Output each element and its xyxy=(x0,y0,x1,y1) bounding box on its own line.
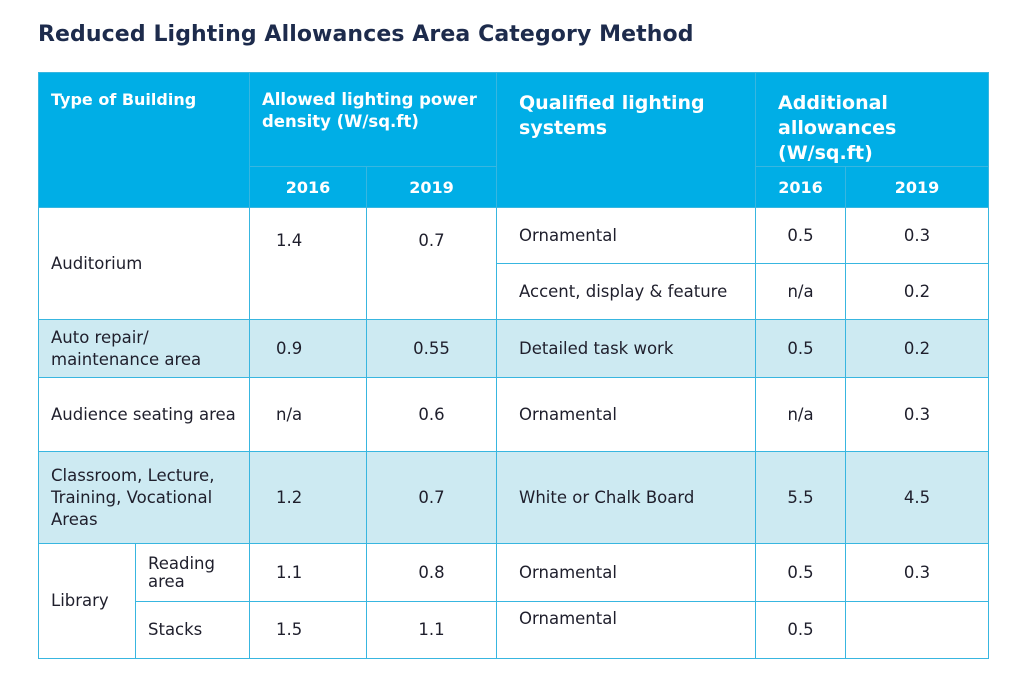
table-row: Auditorium 1.4 0.7 Ornamental 0.5 0.3 xyxy=(39,208,989,264)
system-cell: Ornamental xyxy=(497,208,756,264)
table-row: Classroom, Lecture, Training, Vocational… xyxy=(39,452,989,544)
allowance-2016-cell: 0.5 xyxy=(756,208,846,264)
allowance-2016-cell: 0.5 xyxy=(756,544,846,602)
header-additional-allowances: Additional allowances (W/sq.ft) xyxy=(756,73,989,167)
system-cell: Detailed task work xyxy=(497,320,756,378)
allowance-2016-cell: 0.5 xyxy=(756,602,846,659)
allowance-2019-cell: 0.3 xyxy=(846,544,989,602)
header-allowed-density: Allowed lighting power density (W/sq.ft) xyxy=(250,73,497,167)
density-2016-cell: 0.9 xyxy=(250,320,367,378)
table-row: Audience seating area n/a 0.6 Ornamental… xyxy=(39,378,989,452)
table-row: Auto repair/ maintenance area 0.9 0.55 D… xyxy=(39,320,989,378)
sub-area-cell: Stacks xyxy=(136,602,250,659)
allowance-2019-cell: 4.5 xyxy=(846,452,989,544)
header-row: Type of Building Allowed lighting power … xyxy=(39,73,989,167)
system-cell: White or Chalk Board xyxy=(497,452,756,544)
density-2019-cell: 0.55 xyxy=(367,320,497,378)
page-title: Reduced Lighting Allowances Area Categor… xyxy=(38,22,694,47)
header-density-2016: 2016 xyxy=(250,167,367,208)
density-2019-cell: 0.6 xyxy=(367,378,497,452)
system-cell: Ornamental xyxy=(497,602,756,659)
density-2016-cell: 1.1 xyxy=(250,544,367,602)
density-2019-cell: 0.8 xyxy=(367,544,497,602)
building-cell: Classroom, Lecture, Training, Vocational… xyxy=(39,452,250,544)
building-cell: Library xyxy=(39,544,136,659)
lighting-allowances-table: Type of Building Allowed lighting power … xyxy=(38,72,989,659)
density-2019-cell: 0.7 xyxy=(367,208,497,320)
allowance-2019-cell xyxy=(846,602,989,659)
allowance-2016-cell: n/a xyxy=(756,378,846,452)
table-row: Stacks 1.5 1.1 Ornamental 0.5 xyxy=(39,602,989,659)
density-2016-cell: 1.4 xyxy=(250,208,367,320)
allowance-2019-cell: 0.3 xyxy=(846,208,989,264)
header-type-of-building: Type of Building xyxy=(39,73,250,208)
allowance-2016-cell: 5.5 xyxy=(756,452,846,544)
allowance-2019-cell: 0.3 xyxy=(846,378,989,452)
density-2016-cell: n/a xyxy=(250,378,367,452)
density-2016-cell: 1.2 xyxy=(250,452,367,544)
sub-area-cell: Reading area xyxy=(136,544,250,602)
building-cell: Audience seating area xyxy=(39,378,250,452)
allowance-2016-cell: 0.5 xyxy=(756,320,846,378)
header-allowance-2016: 2016 xyxy=(756,167,846,208)
header-qualified-systems: Qualified lighting systems xyxy=(497,73,756,208)
allowance-2016-cell: n/a xyxy=(756,264,846,320)
density-2019-cell: 1.1 xyxy=(367,602,497,659)
allowance-2019-cell: 0.2 xyxy=(846,264,989,320)
header-allowance-2019: 2019 xyxy=(846,167,989,208)
system-cell: Accent, display & feature xyxy=(497,264,756,320)
building-cell: Auditorium xyxy=(39,208,250,320)
table-row: Library Reading area 1.1 0.8 Ornamental … xyxy=(39,544,989,602)
density-2019-cell: 0.7 xyxy=(367,452,497,544)
header-density-2019: 2019 xyxy=(367,167,497,208)
system-cell: Ornamental xyxy=(497,378,756,452)
system-cell: Ornamental xyxy=(497,544,756,602)
building-cell: Auto repair/ maintenance area xyxy=(39,320,250,378)
allowance-2019-cell: 0.2 xyxy=(846,320,989,378)
density-2016-cell: 1.5 xyxy=(250,602,367,659)
